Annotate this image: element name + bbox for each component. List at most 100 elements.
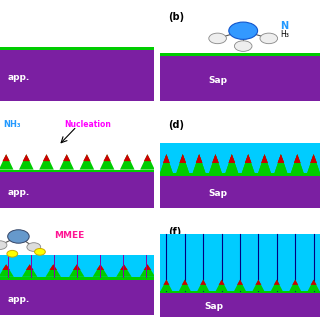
Polygon shape (310, 154, 317, 163)
Bar (160, 291, 320, 293)
Polygon shape (73, 264, 81, 270)
Polygon shape (23, 154, 30, 161)
Polygon shape (0, 154, 13, 170)
Polygon shape (60, 154, 74, 170)
Circle shape (7, 250, 18, 257)
Polygon shape (245, 154, 252, 163)
Polygon shape (261, 154, 268, 163)
Polygon shape (160, 154, 173, 173)
Polygon shape (144, 154, 151, 161)
Text: N: N (280, 21, 288, 31)
Bar (0, 47, 154, 50)
Polygon shape (196, 154, 202, 163)
Polygon shape (311, 280, 316, 285)
Polygon shape (164, 280, 169, 285)
Bar (0, 50, 154, 101)
Polygon shape (176, 154, 189, 173)
Polygon shape (103, 154, 111, 161)
Bar (160, 173, 320, 176)
Polygon shape (291, 154, 304, 173)
Polygon shape (242, 154, 255, 173)
Bar (160, 176, 320, 208)
Polygon shape (140, 154, 155, 170)
Bar (0, 170, 154, 172)
Bar (160, 293, 320, 317)
Polygon shape (212, 154, 219, 163)
Polygon shape (289, 280, 301, 291)
Polygon shape (120, 154, 135, 170)
Polygon shape (310, 154, 317, 163)
Polygon shape (140, 264, 155, 277)
Polygon shape (258, 154, 271, 173)
Polygon shape (307, 154, 320, 173)
Bar (160, 143, 320, 173)
Polygon shape (307, 154, 320, 173)
Bar (160, 53, 320, 56)
Polygon shape (45, 264, 61, 277)
Polygon shape (180, 154, 186, 163)
Polygon shape (80, 154, 94, 170)
Bar (0, 172, 154, 208)
Polygon shape (63, 154, 70, 161)
Polygon shape (292, 280, 298, 285)
Polygon shape (225, 154, 238, 173)
Polygon shape (274, 154, 287, 173)
Text: Sap: Sap (205, 302, 224, 311)
Polygon shape (22, 264, 37, 277)
Polygon shape (160, 280, 172, 291)
Polygon shape (39, 154, 54, 170)
Polygon shape (19, 154, 34, 170)
Text: Nucleation: Nucleation (65, 120, 111, 129)
Polygon shape (200, 280, 206, 285)
Circle shape (229, 22, 258, 39)
Polygon shape (197, 280, 209, 291)
Polygon shape (228, 154, 235, 163)
Polygon shape (97, 264, 104, 270)
Polygon shape (100, 154, 114, 170)
Polygon shape (120, 264, 128, 270)
Polygon shape (255, 280, 261, 285)
Polygon shape (69, 264, 84, 277)
Polygon shape (216, 280, 228, 291)
Polygon shape (49, 264, 57, 270)
Polygon shape (274, 280, 280, 285)
Polygon shape (163, 154, 170, 163)
Circle shape (27, 243, 41, 252)
Polygon shape (180, 154, 186, 163)
Polygon shape (242, 154, 255, 173)
Polygon shape (209, 154, 222, 173)
Polygon shape (308, 280, 320, 291)
Text: Sap: Sap (208, 76, 227, 85)
Polygon shape (163, 154, 170, 163)
Polygon shape (228, 154, 235, 163)
Text: H₃: H₃ (280, 30, 289, 39)
Circle shape (8, 230, 29, 243)
Polygon shape (196, 154, 202, 163)
Polygon shape (182, 280, 188, 285)
Polygon shape (245, 154, 252, 163)
Polygon shape (144, 264, 151, 270)
Polygon shape (124, 154, 131, 161)
Polygon shape (252, 280, 264, 291)
Polygon shape (278, 154, 284, 163)
Circle shape (35, 248, 45, 255)
Polygon shape (274, 154, 287, 173)
Text: app.: app. (8, 188, 30, 196)
Text: (f): (f) (168, 227, 181, 237)
Polygon shape (258, 154, 271, 173)
Bar (160, 56, 320, 101)
Polygon shape (237, 280, 243, 285)
Polygon shape (294, 154, 300, 163)
Polygon shape (2, 264, 10, 270)
Polygon shape (219, 280, 225, 285)
Text: (b): (b) (168, 12, 184, 22)
Text: Sap: Sap (208, 189, 227, 198)
Polygon shape (43, 154, 50, 161)
Polygon shape (291, 154, 304, 173)
Circle shape (209, 33, 227, 44)
Circle shape (0, 241, 7, 250)
Polygon shape (294, 154, 300, 163)
Polygon shape (26, 264, 34, 270)
Polygon shape (234, 280, 246, 291)
Text: app.: app. (8, 73, 30, 83)
